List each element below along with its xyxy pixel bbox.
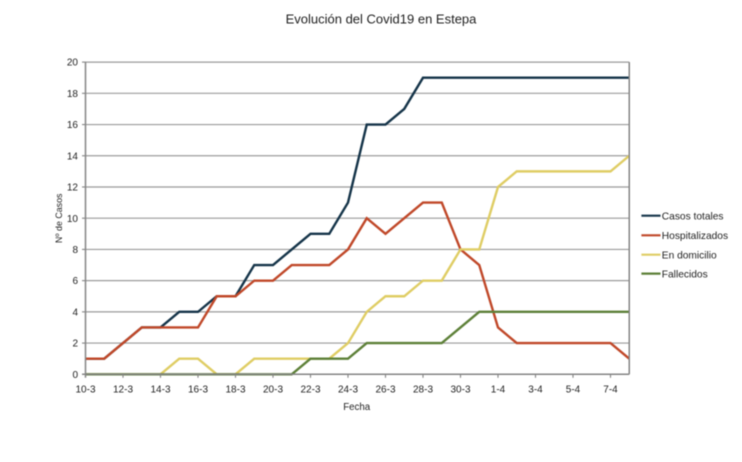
svg-text:14-3: 14-3 <box>150 385 170 396</box>
svg-text:22-3: 22-3 <box>300 385 320 396</box>
svg-text:2: 2 <box>72 339 78 350</box>
svg-text:3-4: 3-4 <box>528 385 543 396</box>
svg-text:18-3: 18-3 <box>225 385 245 396</box>
svg-text:24-3: 24-3 <box>338 385 358 396</box>
svg-text:26-3: 26-3 <box>375 385 395 396</box>
svg-text:Fecha: Fecha <box>343 402 371 413</box>
svg-text:Nº de Casos: Nº de Casos <box>54 193 64 243</box>
svg-text:28-3: 28-3 <box>413 385 433 396</box>
svg-text:Hospitalizados: Hospitalizados <box>662 231 728 242</box>
svg-text:Fallecidos: Fallecidos <box>662 269 708 280</box>
svg-text:En domicilio: En domicilio <box>662 250 717 261</box>
svg-text:0: 0 <box>72 370 78 381</box>
svg-text:8: 8 <box>72 245 78 256</box>
svg-text:12-3: 12-3 <box>113 385 133 396</box>
svg-text:16-3: 16-3 <box>188 385 208 396</box>
svg-text:Evolución del Covid19 en Estep: Evolución del Covid19 en Estepa <box>286 12 478 27</box>
svg-text:20: 20 <box>67 58 79 69</box>
svg-text:4: 4 <box>72 307 78 318</box>
svg-text:1-4: 1-4 <box>491 385 506 396</box>
svg-text:12: 12 <box>67 183 79 194</box>
svg-text:10: 10 <box>67 214 79 225</box>
svg-text:20-3: 20-3 <box>263 385 283 396</box>
svg-text:7-4: 7-4 <box>603 385 618 396</box>
svg-text:30-3: 30-3 <box>450 385 470 396</box>
svg-text:10-3: 10-3 <box>75 385 95 396</box>
svg-text:14: 14 <box>67 151 79 162</box>
svg-text:5-4: 5-4 <box>566 385 581 396</box>
svg-text:16: 16 <box>67 120 79 131</box>
svg-text:Casos totales: Casos totales <box>662 211 724 222</box>
svg-text:6: 6 <box>72 276 78 287</box>
svg-text:18: 18 <box>67 89 79 100</box>
